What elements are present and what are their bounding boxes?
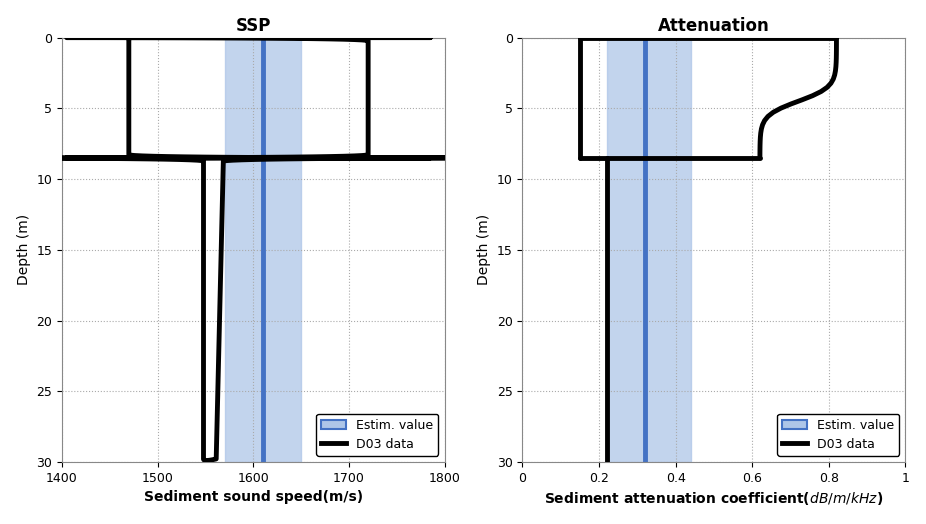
- X-axis label: Sediment sound speed(m/s): Sediment sound speed(m/s): [144, 490, 363, 504]
- Y-axis label: Depth (m): Depth (m): [477, 214, 492, 286]
- Bar: [607, 38, 691, 462]
- Bar: [225, 38, 301, 462]
- Title: SSP: SSP: [235, 17, 271, 35]
- Title: Attenuation: Attenuation: [658, 17, 770, 35]
- Legend: Estim. value, D03 data: Estim. value, D03 data: [317, 413, 439, 456]
- Legend: Estim. value, D03 data: Estim. value, D03 data: [777, 413, 899, 456]
- Y-axis label: Depth (m): Depth (m): [17, 214, 31, 286]
- X-axis label: Sediment attenuation coefficient($dB/m/kHz$): Sediment attenuation coefficient($dB/m/k…: [544, 490, 883, 507]
